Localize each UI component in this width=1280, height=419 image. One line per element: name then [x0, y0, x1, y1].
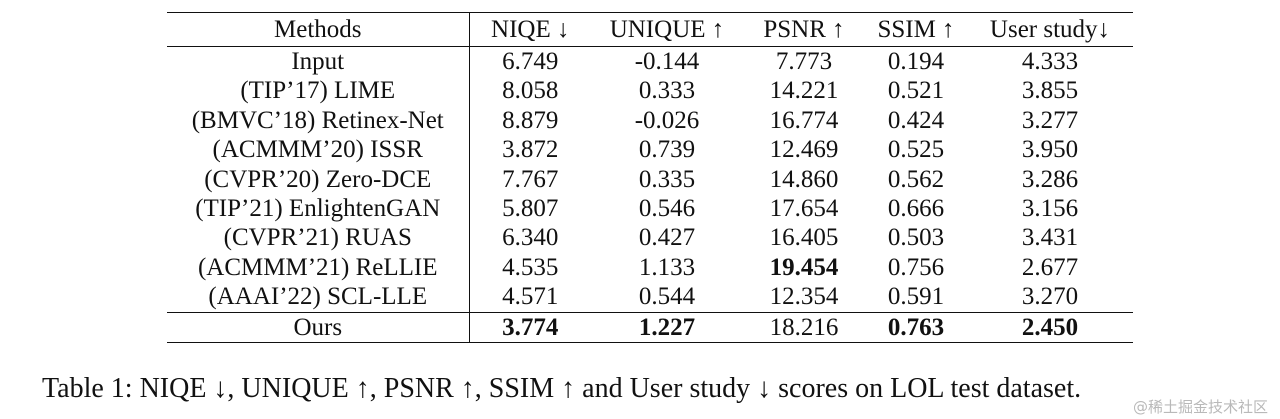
- psnr-cell: 16.405: [769, 224, 839, 252]
- ssim-cell: 0.666: [887, 195, 945, 223]
- user-study-cell: 3.156: [1021, 195, 1079, 223]
- psnr-cell: 12.354: [769, 283, 839, 311]
- method-cell: (ACMMM’21) ReLLIE: [167, 252, 470, 283]
- table-row: (CVPR’20) Zero-DCE 7.767 0.335 14.860 0.562 3…: [167, 164, 1133, 195]
- table-row: (ACMMM’20) ISSR 3.872 0.739 12.469 0.525 3.95…: [167, 135, 1133, 165]
- header-ssim: SSIM ↑: [877, 15, 955, 43]
- method-cell: Input: [167, 46, 470, 77]
- method-cell: (TIP’21) EnlightenGAN: [167, 194, 470, 224]
- table-row: (AAAI’22) SCL-LLE 4.571 0.544 12.354 0.591 3.…: [167, 282, 1133, 313]
- table-row: Ours 3.774 1.227 18.216 0.763 2.450: [167, 312, 1133, 343]
- table-row: (TIP’21) EnlightenGAN 5.807 0.546 17.654 0.6…: [167, 194, 1133, 224]
- user-study-cell: 2.677: [1021, 253, 1079, 281]
- table-row: (CVPR’21) RUAS 6.340 0.427 16.405 0.503 3.431: [167, 223, 1133, 253]
- header-methods: Methods: [167, 12, 470, 47]
- ssim-cell: 0.525: [887, 136, 945, 164]
- unique-cell: 0.333: [638, 77, 696, 105]
- unique-cell: 0.335: [638, 165, 696, 193]
- method-cell: (ACMMM’20) ISSR: [167, 135, 470, 165]
- unique-cell: 0.427: [638, 224, 696, 252]
- method-cell: Ours: [167, 312, 470, 343]
- method-cell: (TIP’17) LIME: [167, 76, 470, 106]
- user-study-cell: 3.286: [1021, 165, 1079, 193]
- niqe-cell: 5.807: [502, 195, 559, 223]
- psnr-cell: 18.216: [769, 313, 839, 341]
- table-body: Input 6.749 -0.144 7.773 0.194 4.333 (TIP’17) …: [167, 46, 1133, 343]
- user-study-cell: 3.950: [1021, 136, 1079, 164]
- results-table-container: Methods NIQE ↓ UNIQUE ↑ PSNR ↑ SSIM ↑ Us…: [167, 12, 1133, 343]
- niqe-cell: 6.749: [502, 48, 559, 75]
- method-cell: (BMVC’18) Retinex-Net: [167, 105, 470, 136]
- ssim-cell: 0.424: [887, 106, 945, 134]
- table-header: Methods NIQE ↓ UNIQUE ↑ PSNR ↑ SSIM ↑ Us…: [167, 12, 1133, 47]
- header-row: Methods NIQE ↓ UNIQUE ↑ PSNR ↑ SSIM ↑ Us…: [167, 12, 1133, 47]
- niqe-cell: 3.872: [502, 136, 559, 164]
- user-study-cell: 3.277: [1021, 106, 1079, 134]
- user-study-cell: 3.270: [1021, 283, 1079, 311]
- niqe-cell: 6.340: [502, 224, 559, 252]
- ssim-cell: 0.756: [887, 253, 945, 281]
- ssim-cell: 0.521: [887, 77, 945, 105]
- psnr-cell: 19.454: [769, 253, 839, 281]
- user-study-cell: 3.431: [1021, 224, 1079, 252]
- unique-cell: -0.144: [634, 48, 700, 75]
- user-study-cell: 2.450: [1021, 313, 1079, 341]
- table-row: (TIP’17) LIME 8.058 0.333 14.221 0.521 3.855: [167, 76, 1133, 106]
- ssim-cell: 0.763: [887, 313, 945, 341]
- ssim-cell: 0.194: [887, 48, 945, 75]
- psnr-cell: 14.860: [769, 165, 839, 193]
- niqe-cell: 4.571: [502, 283, 559, 311]
- psnr-cell: 12.469: [769, 136, 839, 164]
- user-study-cell: 4.333: [1021, 48, 1079, 75]
- user-study-cell: 3.855: [1021, 77, 1079, 105]
- table-caption: Table 1: NIQE ↓, UNIQUE ↑, PSNR ↑, SSIM …: [42, 373, 1082, 404]
- niqe-cell: 4.535: [502, 253, 559, 281]
- method-cell: (CVPR’21) RUAS: [167, 223, 470, 253]
- table-row: Input 6.749 -0.144 7.773 0.194 4.333: [167, 46, 1133, 77]
- results-table: Methods NIQE ↓ UNIQUE ↑ PSNR ↑ SSIM ↑ Us…: [167, 12, 1133, 343]
- unique-cell: -0.026: [634, 106, 700, 134]
- header-unique: UNIQUE ↑: [609, 15, 725, 43]
- niqe-cell: 3.774: [502, 313, 559, 341]
- watermark: @稀土掘金技术社区: [1132, 398, 1268, 416]
- ssim-cell: 0.591: [887, 283, 945, 311]
- unique-cell: 1.133: [638, 253, 696, 281]
- header-niqe: NIQE ↓: [491, 15, 570, 43]
- niqe-cell: 8.879: [502, 106, 559, 134]
- psnr-cell: 7.773: [775, 48, 833, 75]
- niqe-cell: 8.058: [502, 77, 559, 105]
- unique-cell: 1.227: [638, 313, 696, 341]
- psnr-cell: 14.221: [769, 77, 839, 105]
- unique-cell: 0.546: [638, 195, 696, 223]
- unique-cell: 0.544: [638, 283, 696, 311]
- ssim-cell: 0.503: [887, 224, 945, 252]
- table-row: (ACMMM’21) ReLLIE 4.535 1.133 19.454 0.756 2.…: [167, 252, 1133, 283]
- psnr-cell: 16.774: [769, 106, 839, 134]
- method-cell: (CVPR’20) Zero-DCE: [167, 164, 470, 195]
- niqe-cell: 7.767: [502, 165, 559, 193]
- ssim-cell: 0.562: [887, 165, 945, 193]
- psnr-cell: 17.654: [769, 195, 839, 223]
- table-row: (BMVC’18) Retinex-Net 8.879 -0.026 16.774 0.…: [167, 105, 1133, 136]
- header-psnr: PSNR ↑: [763, 15, 845, 43]
- header-user-study: User study↓: [989, 15, 1111, 43]
- method-cell: (AAAI’22) SCL-LLE: [167, 282, 470, 313]
- unique-cell: 0.739: [638, 136, 696, 164]
